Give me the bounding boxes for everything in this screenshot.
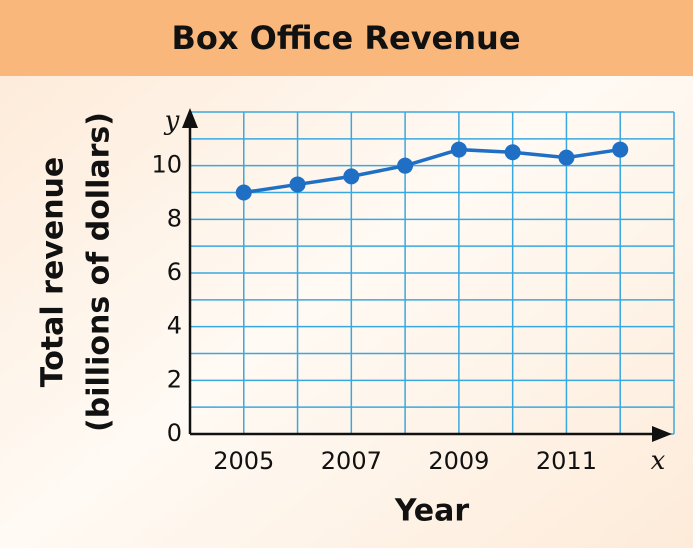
data-point: [397, 157, 414, 174]
y-axis-title: Total revenue: [36, 157, 71, 388]
data-point: [450, 141, 467, 158]
data-point: [343, 168, 360, 185]
x-tick-label: 2005: [213, 447, 274, 475]
y-tick-label: 6: [167, 258, 182, 286]
data-point: [289, 176, 306, 193]
title-bar: [0, 0, 693, 76]
y-tick-label: 10: [151, 151, 182, 179]
data-point: [504, 144, 521, 161]
y-axis-title: (billions of dollars): [82, 112, 117, 432]
x-tick-label: 2009: [428, 447, 489, 475]
x-axis-title: Year: [394, 494, 470, 529]
y-axis-arrow: [182, 108, 198, 128]
chart-title: Box Office Revenue: [171, 19, 520, 57]
y-tick-label: 2: [167, 365, 182, 393]
x-tick-label: 2011: [536, 447, 597, 475]
data-line: [243, 147, 621, 195]
data-point: [612, 141, 629, 158]
data-point: [558, 149, 575, 166]
data-point: [235, 184, 252, 201]
x-axis-arrow: [652, 426, 672, 442]
y-tick-label: 4: [167, 312, 182, 340]
y-tick-label: 0: [167, 419, 182, 447]
y-tick-label: 8: [167, 204, 182, 232]
x-axis-variable: x: [651, 446, 666, 476]
y-axis-variable: y: [164, 106, 180, 136]
x-tick-label: 2007: [321, 447, 382, 475]
